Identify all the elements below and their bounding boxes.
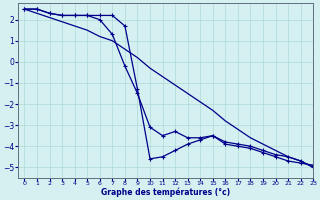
X-axis label: Graphe des températures (°c): Graphe des températures (°c) bbox=[101, 188, 230, 197]
